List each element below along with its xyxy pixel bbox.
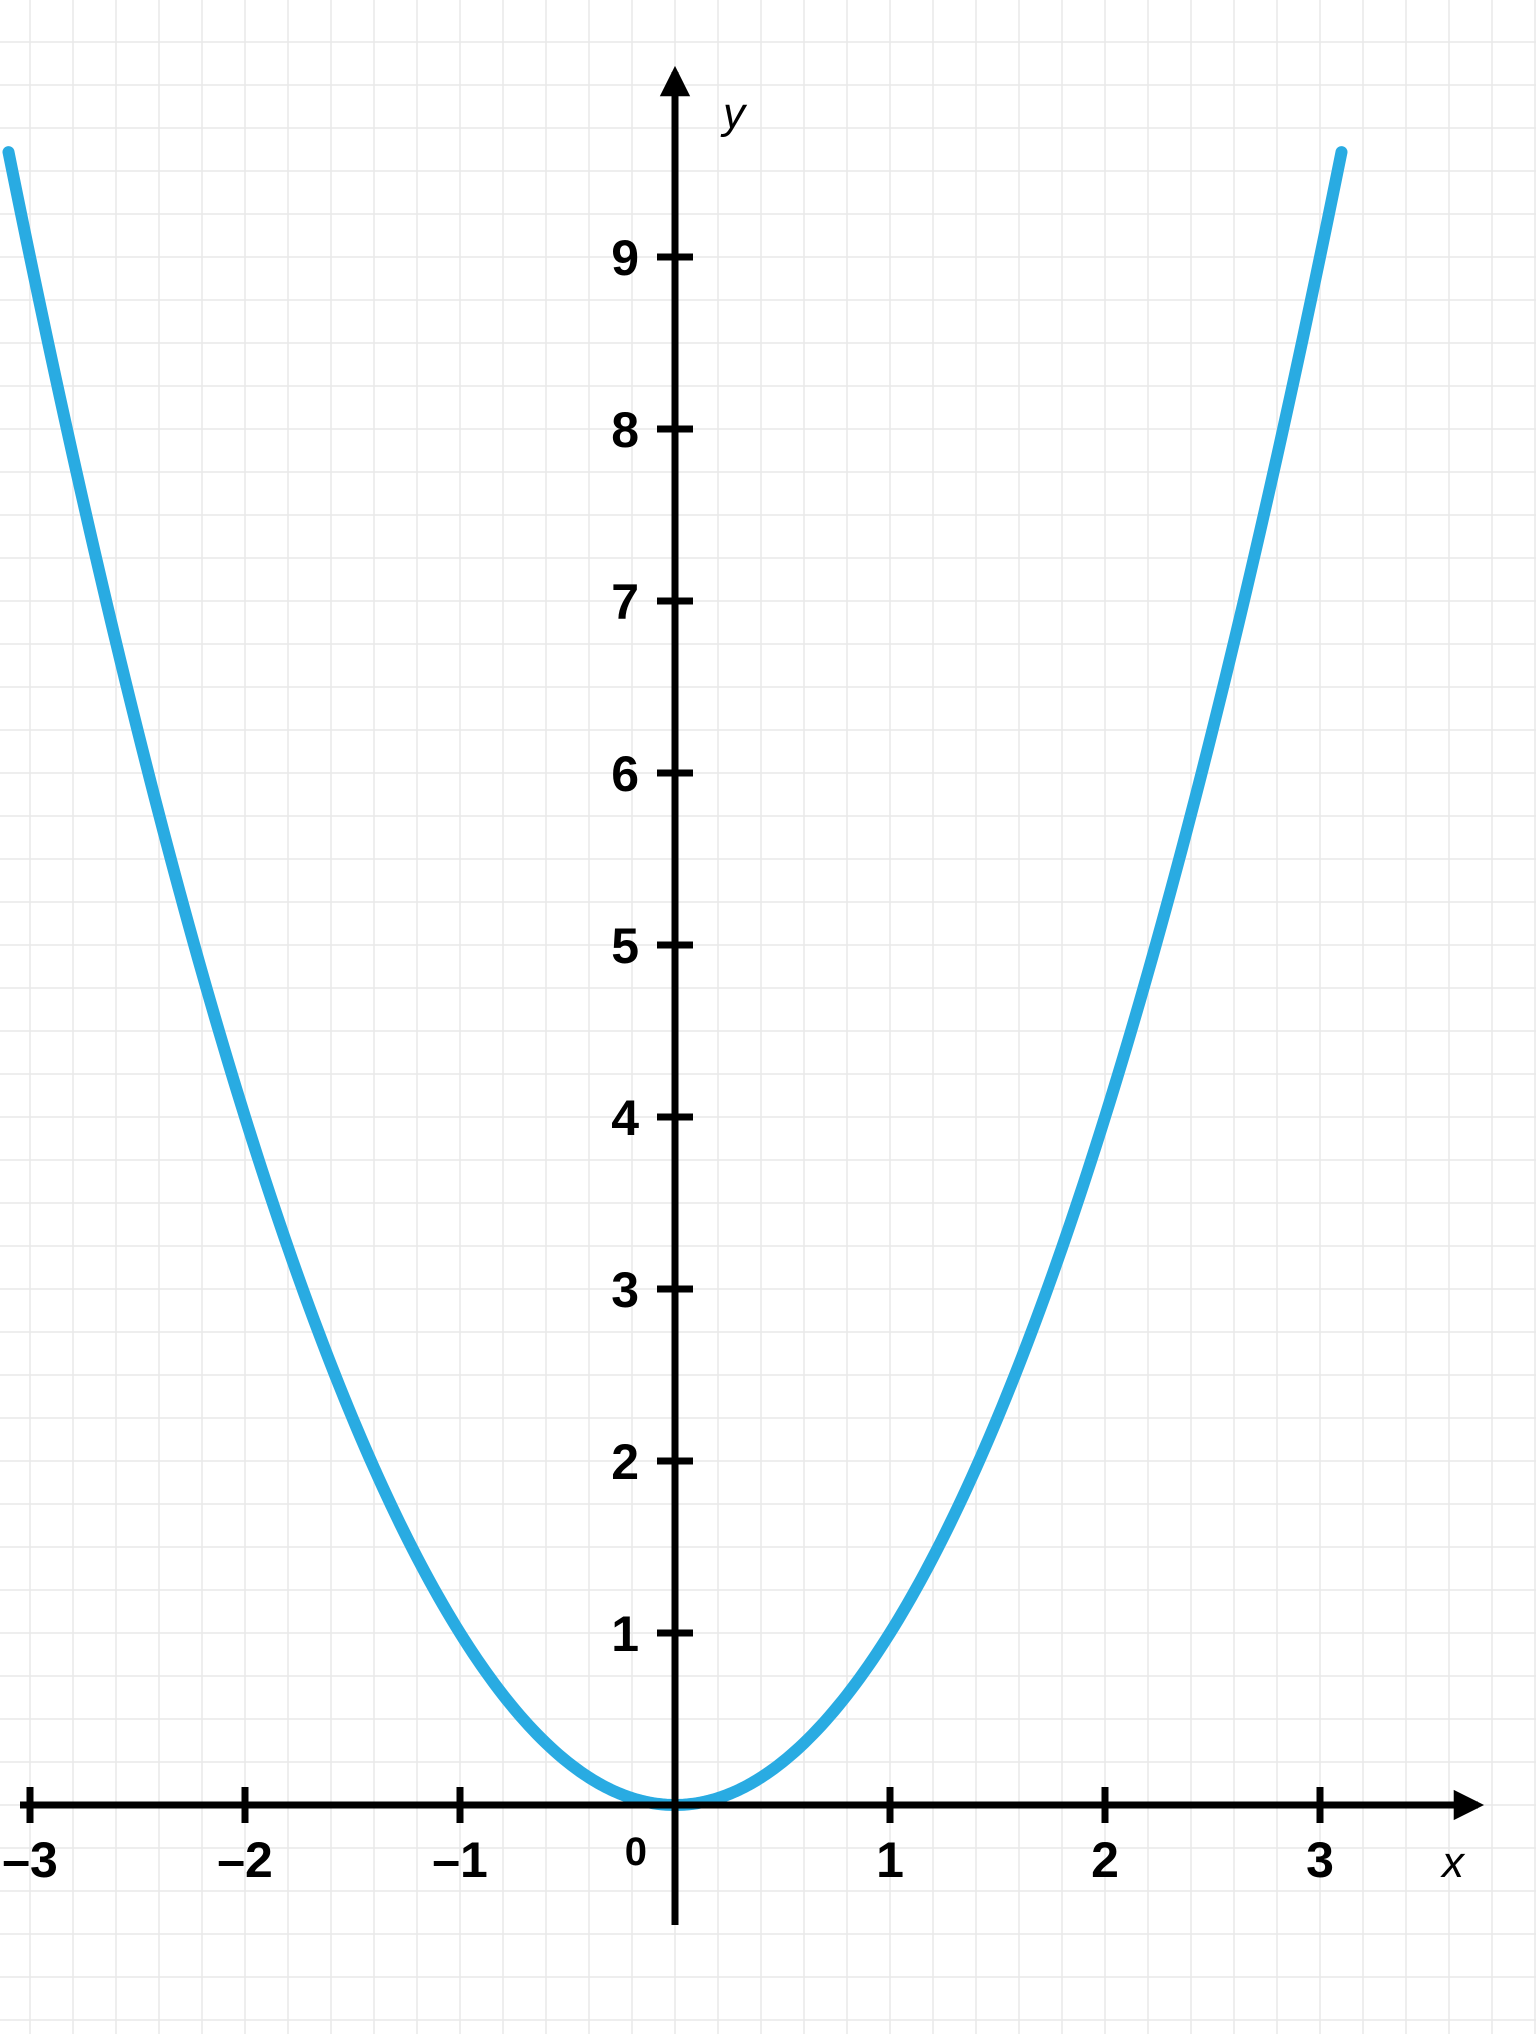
- y-tick-label: 3: [611, 1262, 639, 1318]
- y-tick-label: 7: [611, 574, 639, 630]
- y-tick-label: 2: [611, 1434, 639, 1490]
- x-tick-label: 2: [1091, 1832, 1119, 1888]
- y-tick-label: 1: [611, 1606, 639, 1662]
- x-tick-label: 1: [876, 1832, 904, 1888]
- x-axis-label: x: [1440, 1838, 1466, 1887]
- y-tick-label: 5: [611, 918, 639, 974]
- y-tick-label: 8: [611, 402, 639, 458]
- x-tick-label: –1: [432, 1832, 488, 1888]
- parabola-chart: –3 –2 –1 1 2 3 1 2 3 4 5 6 7 8 9 0 y x: [0, 0, 1536, 2034]
- x-tick-label: –2: [217, 1832, 273, 1888]
- x-tick-label: 3: [1306, 1832, 1334, 1888]
- x-tick-label: –3: [2, 1832, 58, 1888]
- y-tick-label: 9: [611, 230, 639, 286]
- y-tick-label: 4: [611, 1090, 639, 1146]
- y-tick-label: 6: [611, 746, 639, 802]
- origin-label: 0: [625, 1830, 647, 1874]
- y-axis-label: y: [720, 89, 748, 138]
